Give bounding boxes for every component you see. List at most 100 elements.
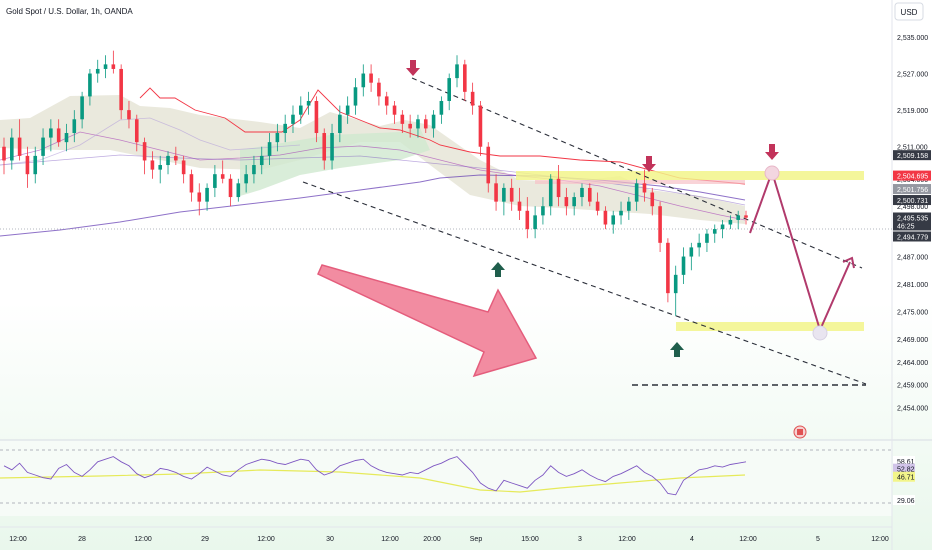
projection-high-marker xyxy=(764,165,780,181)
currency-label: USD xyxy=(901,8,918,17)
candle xyxy=(697,233,701,257)
rsi-level-value: 29.06 xyxy=(897,498,915,505)
rsi-line xyxy=(3,456,747,496)
candle xyxy=(134,114,139,152)
candle xyxy=(595,192,600,216)
candle xyxy=(455,55,459,88)
candle xyxy=(41,128,45,166)
countdown-timer: 46:25 xyxy=(897,223,915,230)
candle xyxy=(548,174,553,216)
support-zone xyxy=(676,322,864,331)
candle xyxy=(478,100,483,156)
candle xyxy=(728,215,733,230)
price-tick-label: 2,459.000 xyxy=(897,383,928,390)
candle xyxy=(486,142,491,193)
time-tick-label: 3 xyxy=(578,536,582,543)
candle xyxy=(17,119,22,161)
candle xyxy=(650,187,655,216)
candle xyxy=(439,96,444,124)
price-tick-label: 2,475.000 xyxy=(897,309,928,316)
candle xyxy=(80,91,84,129)
rsi-pane-background xyxy=(0,440,892,516)
time-tick-label: 12:00 xyxy=(9,536,27,543)
price-label-value: 2,494.779 xyxy=(897,234,928,241)
rsi-level-value: 46.71 xyxy=(897,475,915,482)
candle xyxy=(619,201,623,225)
candle xyxy=(72,110,77,143)
candle xyxy=(642,169,647,202)
candle xyxy=(322,128,327,170)
down-arrow-1 xyxy=(406,60,420,76)
price-label-value: 2,495.535 xyxy=(897,215,928,222)
candle xyxy=(111,50,116,74)
candle xyxy=(197,183,202,216)
candle xyxy=(736,210,740,230)
candle xyxy=(470,82,475,115)
time-tick-label: Sep xyxy=(470,536,483,543)
price-label: 2,500.731 xyxy=(893,195,931,206)
candle xyxy=(369,64,373,92)
candle xyxy=(220,160,225,184)
time-tick-label: 12:00 xyxy=(381,536,399,543)
candle xyxy=(533,206,537,239)
candle xyxy=(689,242,694,271)
price-tick-label: 2,511.000 xyxy=(897,145,928,152)
candle xyxy=(142,137,147,175)
time-axis[interactable]: 12:00 28 12:00 29 12:00 30 12:00 20:00 Sep 15:00 3… xyxy=(9,536,889,543)
trend-channel xyxy=(302,77,867,386)
candle xyxy=(463,59,467,101)
price-tick-label: 2,519.000 xyxy=(897,108,928,115)
candle xyxy=(236,178,241,202)
time-tick-label: 12:00 xyxy=(134,536,152,543)
time-tick-label: 4 xyxy=(690,536,694,543)
candle xyxy=(525,197,530,239)
time-tick-label: 30 xyxy=(326,536,334,543)
price-label: 2,509.158 xyxy=(893,150,931,161)
time-tick-label: 12:00 xyxy=(739,536,757,543)
candle xyxy=(377,78,381,106)
candle xyxy=(103,55,108,79)
time-tick-label: 5 xyxy=(816,536,820,543)
candle xyxy=(416,114,420,138)
projection-low-marker xyxy=(812,325,828,341)
candle xyxy=(267,133,272,166)
candle xyxy=(283,114,287,143)
candle xyxy=(259,146,264,175)
down-arrow-3 xyxy=(765,144,779,160)
price-tick-label: 2,464.000 xyxy=(897,360,928,367)
currency-button[interactable]: USD xyxy=(894,2,924,21)
price-tick-label: 2,469.000 xyxy=(897,337,928,344)
up-arrow-2 xyxy=(670,342,684,357)
candle xyxy=(603,206,608,230)
candle xyxy=(502,183,506,216)
candle xyxy=(712,224,717,243)
candle xyxy=(572,192,576,216)
price-tick-label: 2,498.000 xyxy=(897,204,928,211)
candle xyxy=(189,169,194,202)
candle xyxy=(634,178,639,211)
candle xyxy=(580,183,584,207)
chart-title: Gold Spot / U.S. Dollar, 1h, OANDA xyxy=(6,7,133,16)
candle xyxy=(95,59,100,83)
price-axis[interactable]: 2,535.0002,527.0002,519.0002,511.0002,50… xyxy=(897,35,928,413)
candle xyxy=(2,137,6,175)
candle xyxy=(88,68,92,106)
candle xyxy=(400,110,405,134)
calendar-event-icon[interactable] xyxy=(793,425,807,439)
candle xyxy=(494,174,498,211)
time-tick-label: 20:00 xyxy=(423,536,441,543)
price-label-value: 2,504.695 xyxy=(897,174,928,181)
signal-arrows xyxy=(406,60,779,357)
candle xyxy=(306,91,311,115)
time-tick-label: 12:00 xyxy=(257,536,275,543)
price-tick-label: 2,487.000 xyxy=(897,255,928,262)
rsi-level-label: 29.06 xyxy=(893,495,915,506)
price-tick-label: 2,481.000 xyxy=(897,282,928,289)
candle xyxy=(291,105,295,134)
rsi-level-value: 58.61 xyxy=(897,459,915,466)
resistance-zone xyxy=(516,171,864,180)
candle xyxy=(673,265,678,317)
